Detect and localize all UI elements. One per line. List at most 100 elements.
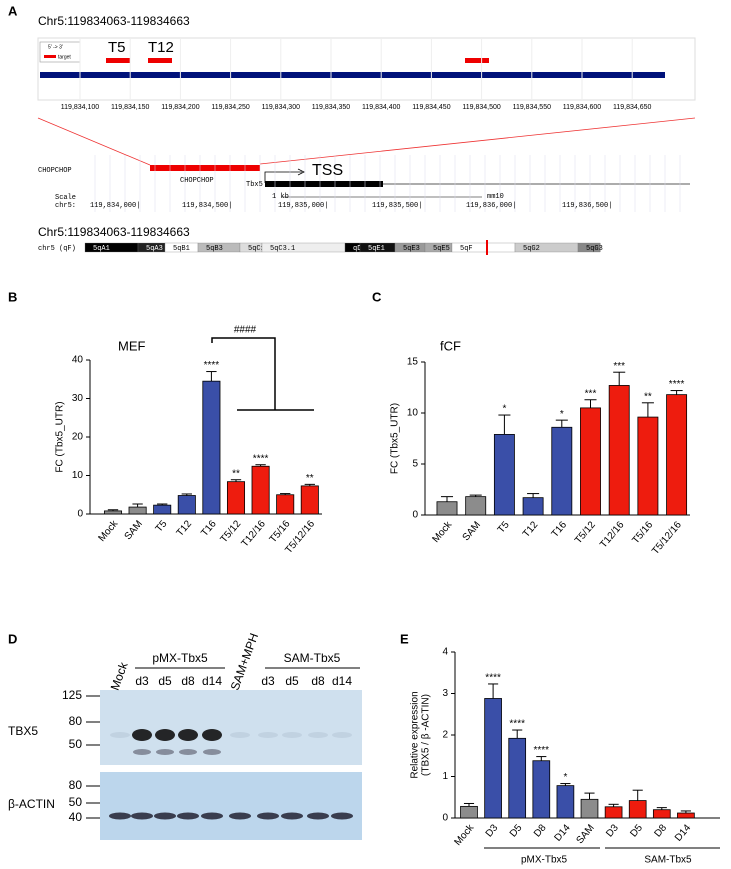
band-label: 5qC1 — [248, 245, 265, 253]
group-label: pMX-Tbx5 — [152, 651, 208, 665]
bar — [276, 494, 295, 515]
band — [308, 732, 328, 738]
bar — [532, 760, 551, 819]
panel-letter: D — [8, 631, 17, 646]
band — [307, 812, 329, 820]
band — [155, 729, 175, 741]
band — [156, 749, 174, 755]
marker-label: 50 — [69, 795, 83, 809]
lane-label: d8 — [181, 674, 195, 688]
gene-exon — [265, 181, 383, 187]
region-bar — [40, 72, 665, 78]
guide-arrow — [465, 58, 489, 63]
bar — [465, 496, 487, 516]
y-tick-label: 20 — [72, 432, 84, 443]
chopchop-feature — [150, 165, 260, 171]
bar — [637, 416, 659, 516]
blot-name: β-ACTIN — [8, 797, 55, 811]
track-name: CHOPCHOP — [38, 167, 72, 175]
scale-label: 119,834,650 — [613, 104, 652, 111]
panel-letter: C — [372, 289, 382, 304]
y-tick-label: 4 — [442, 647, 448, 658]
lane-label: d3 — [261, 674, 275, 688]
bar — [677, 812, 695, 819]
scale-label: 119,834,500 — [462, 104, 501, 111]
bar — [493, 434, 515, 516]
band — [281, 812, 303, 820]
bar — [484, 698, 502, 819]
y-tick-label: 40 — [72, 355, 84, 366]
coord-label: 119,835,000| — [278, 202, 328, 210]
bracket-label: #### — [234, 325, 257, 336]
y-tick-label: 3 — [442, 688, 448, 699]
significance: ** — [232, 468, 240, 479]
significance: * — [502, 404, 506, 415]
coord-label: 119,835,500| — [372, 202, 422, 210]
scale-label: 119,834,550 — [513, 104, 552, 111]
bar — [226, 481, 246, 515]
y-tick-label: 15 — [407, 357, 419, 368]
bar — [508, 737, 527, 819]
bar — [551, 426, 573, 516]
browser-box — [37, 37, 696, 101]
tss-arrow-head — [297, 168, 305, 176]
significance: ** — [306, 473, 314, 484]
significance: **** — [485, 673, 501, 684]
band — [201, 812, 223, 820]
band — [229, 812, 251, 820]
bar — [177, 495, 196, 515]
band — [179, 749, 197, 755]
band-label: 5qA1 — [93, 245, 110, 253]
significance: **** — [534, 745, 550, 756]
tss-label: TSS — [312, 162, 343, 179]
scale-label: 119,834,150 — [111, 104, 150, 111]
bar — [202, 380, 221, 515]
significance: **** — [253, 453, 269, 464]
panel-letter: B — [8, 289, 17, 304]
band-label: 5qC3.1 — [270, 245, 295, 253]
guide-label: T5 — [108, 39, 126, 56]
marker-label: 50 — [69, 737, 83, 751]
band — [109, 812, 131, 820]
coord-label: 119,836,000| — [466, 202, 516, 210]
lane-label: d14 — [332, 674, 352, 688]
y-axis-label: Relative expression — [410, 691, 421, 778]
bar — [580, 798, 599, 819]
lane-label: d5 — [158, 674, 172, 688]
tss-arrow — [264, 171, 302, 183]
marker-label: 80 — [69, 714, 83, 728]
band — [202, 729, 222, 741]
band — [332, 732, 352, 738]
bar — [300, 485, 319, 515]
band — [230, 732, 250, 738]
band-label: 5qE1 — [368, 245, 385, 253]
band — [258, 732, 278, 738]
chart-title: fCF — [440, 338, 461, 353]
band-label: qD — [353, 245, 361, 253]
chrom-word: chr5: — [55, 202, 76, 210]
ideogram-title: Chr5:119834063-119834663 — [38, 225, 190, 239]
y-tick-label: 30 — [72, 393, 84, 404]
zoom-line — [259, 117, 696, 165]
scale-label: 119,834,300 — [262, 104, 301, 111]
band-label: 5qA3 — [146, 245, 163, 253]
significance: **** — [669, 379, 685, 390]
bar — [556, 785, 575, 819]
y-axis-label: FC (Tbx5_UTR) — [55, 401, 66, 472]
scale-label: 119,834,100 — [61, 104, 100, 111]
y-tick-label: 5 — [412, 459, 418, 470]
marker-label: 125 — [62, 688, 82, 702]
significance: **** — [204, 360, 220, 371]
band-label: 5qE5 — [433, 245, 450, 253]
bar — [436, 501, 458, 516]
significance: * — [560, 409, 564, 420]
bar — [153, 504, 172, 515]
scale-size: 1 kb — [272, 193, 289, 201]
scale-word: Scale — [55, 194, 76, 202]
lane-label: d3 — [135, 674, 149, 688]
band-label: 5qB3 — [206, 245, 223, 253]
bar — [666, 394, 688, 516]
scale-label: 119,834,250 — [211, 104, 250, 111]
bar — [103, 510, 123, 515]
